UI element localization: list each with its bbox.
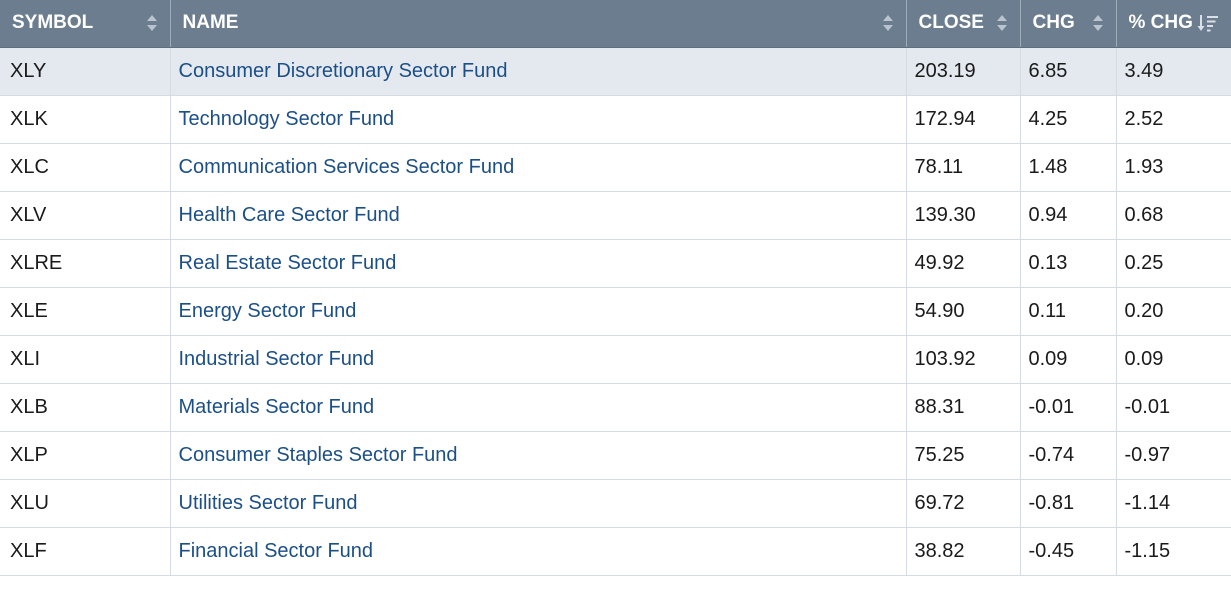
symbol-cell: XLI [0,335,171,384]
name-cell: Communication Services Sector Fund [170,143,907,192]
close-cell: 54.90 [906,287,1021,336]
pct-chg-cell: -1.15 [1116,527,1231,576]
name-cell: Energy Sector Fund [170,287,907,336]
table-row[interactable]: XLY Consumer Discretionary Sector Fund 2… [0,47,1231,96]
symbol-cell: XLB [0,383,171,432]
close-cell: 69.72 [906,479,1021,528]
pct-chg-cell: 0.09 [1116,335,1231,384]
table-row[interactable]: XLU Utilities Sector Fund 69.72 -0.81 -1… [0,479,1231,528]
symbol-cell: XLP [0,431,171,480]
column-header-label: CHG [1032,12,1075,34]
table-row[interactable]: XLV Health Care Sector Fund 139.30 0.94 … [0,191,1231,240]
fund-name-link[interactable]: Consumer Discretionary Sector Fund [178,59,508,82]
fund-name-link[interactable]: Communication Services Sector Fund [178,155,515,178]
table-row[interactable]: XLB Materials Sector Fund 88.31 -0.01 -0… [0,383,1231,432]
chg-cell: -0.74 [1020,431,1117,480]
sort-icon [996,15,1007,32]
chg-cell: 0.11 [1020,287,1117,336]
column-header-chg[interactable]: CHG [1020,0,1117,48]
symbol-cell: XLU [0,479,171,528]
close-cell: 75.25 [906,431,1021,480]
pct-chg-cell: 0.68 [1116,191,1231,240]
symbol-cell: XLC [0,143,171,192]
pct-chg-cell: 3.49 [1116,47,1231,96]
fund-name-link[interactable]: Materials Sector Fund [178,395,375,418]
fund-name-link[interactable]: Technology Sector Fund [178,107,395,130]
fund-name-link[interactable]: Consumer Staples Sector Fund [178,443,458,466]
sector-fund-table: SYMBOL NAME CLOSE [0,0,1231,576]
name-cell: Consumer Staples Sector Fund [170,431,907,480]
fund-name-link[interactable]: Health Care Sector Fund [178,203,400,226]
close-cell: 139.30 [906,191,1021,240]
symbol-cell: XLK [0,95,171,144]
column-header-label: SYMBOL [12,12,94,34]
close-cell: 38.82 [906,527,1021,576]
column-header-symbol[interactable]: SYMBOL [0,0,171,48]
table-row[interactable]: XLK Technology Sector Fund 172.94 4.25 2… [0,95,1231,144]
chg-cell: -0.81 [1020,479,1117,528]
name-cell: Financial Sector Fund [170,527,907,576]
pct-chg-cell: -0.97 [1116,431,1231,480]
sort-descending-icon [1197,15,1218,32]
symbol-cell: XLRE [0,239,171,288]
close-cell: 203.19 [906,47,1021,96]
table-row[interactable]: XLF Financial Sector Fund 38.82 -0.45 -1… [0,527,1231,576]
fund-name-link[interactable]: Utilities Sector Fund [178,491,358,514]
sort-icon [146,15,157,32]
chg-cell: -0.01 [1020,383,1117,432]
name-cell: Technology Sector Fund [170,95,907,144]
name-cell: Health Care Sector Fund [170,191,907,240]
close-cell: 49.92 [906,239,1021,288]
chg-cell: 0.94 [1020,191,1117,240]
table-row[interactable]: XLE Energy Sector Fund 54.90 0.11 0.20 [0,287,1231,336]
chg-cell: -0.45 [1020,527,1117,576]
column-header-close[interactable]: CLOSE [906,0,1021,48]
fund-name-link[interactable]: Real Estate Sector Fund [178,251,397,274]
chg-cell: 0.09 [1020,335,1117,384]
pct-chg-cell: 1.93 [1116,143,1231,192]
column-header-label: CLOSE [918,12,984,34]
chg-cell: 4.25 [1020,95,1117,144]
sort-icon [1092,15,1103,32]
close-cell: 172.94 [906,95,1021,144]
name-cell: Materials Sector Fund [170,383,907,432]
name-cell: Real Estate Sector Fund [170,239,907,288]
symbol-cell: XLE [0,287,171,336]
pct-chg-cell: -0.01 [1116,383,1231,432]
pct-chg-cell: 0.20 [1116,287,1231,336]
fund-name-link[interactable]: Industrial Sector Fund [178,347,375,370]
chg-cell: 1.48 [1020,143,1117,192]
pct-chg-cell: 2.52 [1116,95,1231,144]
pct-chg-cell: 0.25 [1116,239,1231,288]
column-header-label: % CHG [1128,12,1193,34]
column-header-name[interactable]: NAME [170,0,907,48]
symbol-cell: XLY [0,47,171,96]
fund-name-link[interactable]: Financial Sector Fund [178,539,374,562]
pct-chg-cell: -1.14 [1116,479,1231,528]
table-row[interactable]: XLC Communication Services Sector Fund 7… [0,143,1231,192]
close-cell: 88.31 [906,383,1021,432]
table-header-row: SYMBOL NAME CLOSE [0,0,1231,48]
table-row[interactable]: XLP Consumer Staples Sector Fund 75.25 -… [0,431,1231,480]
fund-name-link[interactable]: Energy Sector Fund [178,299,357,322]
close-cell: 103.92 [906,335,1021,384]
name-cell: Consumer Discretionary Sector Fund [170,47,907,96]
chg-cell: 0.13 [1020,239,1117,288]
table-row[interactable]: XLRE Real Estate Sector Fund 49.92 0.13 … [0,239,1231,288]
column-header-pct-chg[interactable]: % CHG [1116,0,1231,48]
column-header-label: NAME [182,12,239,34]
close-cell: 78.11 [906,143,1021,192]
sort-icon [882,15,893,32]
symbol-cell: XLF [0,527,171,576]
chg-cell: 6.85 [1020,47,1117,96]
table-row[interactable]: XLI Industrial Sector Fund 103.92 0.09 0… [0,335,1231,384]
symbol-cell: XLV [0,191,171,240]
name-cell: Industrial Sector Fund [170,335,907,384]
name-cell: Utilities Sector Fund [170,479,907,528]
